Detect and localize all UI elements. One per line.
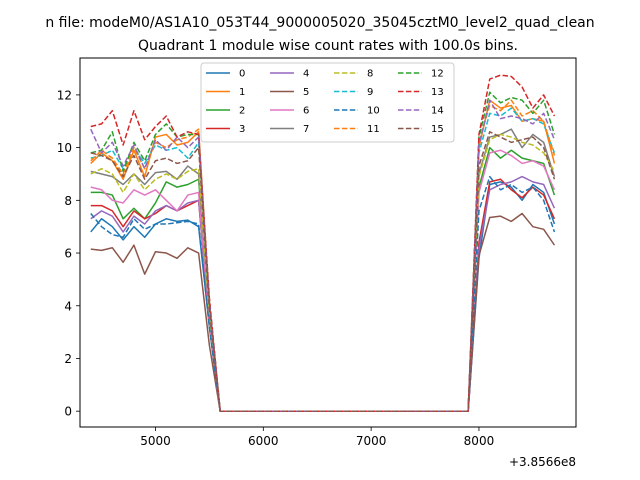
x-axis-offset-label: +3.8566e8 [509,455,576,469]
x-tick-label: 8000 [464,434,495,448]
legend-label-0: 0 [239,69,245,80]
plot-area [79,57,577,428]
legend-label-5: 5 [303,87,309,98]
series-line-15 [90,131,556,412]
legend-label-1: 1 [239,87,245,98]
y-tick-label: 8 [64,194,72,208]
series-layer [90,74,556,412]
legend-label-2: 2 [239,106,245,117]
legend-label-10: 10 [367,106,380,117]
x-axis: 5000 6000 7000 8000 [140,427,494,448]
legend-label-8: 8 [367,69,373,80]
series-line-10 [90,175,556,412]
chart-title: Quadrant 1 module wise count rates with … [138,38,518,54]
axes-frame [79,57,577,428]
y-tick-label: 6 [64,247,72,261]
legend-label-6: 6 [303,106,309,117]
y-tick-label: 10 [57,141,72,155]
legend-label-14: 14 [431,106,444,117]
figure-suptitle: n file: modeM0/AS1A10_053T44_9000005020_… [45,15,594,31]
legend-label-3: 3 [239,124,245,135]
y-axis: 0 2 4 6 8 10 12 [57,88,80,419]
x-tick-label: 7000 [356,434,387,448]
y-tick-label: 12 [57,88,72,102]
legend-label-11: 11 [367,124,380,135]
x-tick-label: 5000 [140,434,171,448]
y-tick-label: 2 [64,352,72,366]
y-tick-label: 4 [64,299,72,313]
x-tick-label: 6000 [248,434,279,448]
legend-label-7: 7 [303,124,309,135]
legend-frame [200,62,455,143]
legend-label-4: 4 [303,69,309,80]
y-tick-label: 0 [64,405,72,419]
legend-label-9: 9 [367,87,373,98]
legend-label-12: 12 [431,69,444,80]
legend-label-15: 15 [431,124,444,135]
legend-label-13: 13 [431,87,444,98]
series-line-8 [90,133,556,412]
